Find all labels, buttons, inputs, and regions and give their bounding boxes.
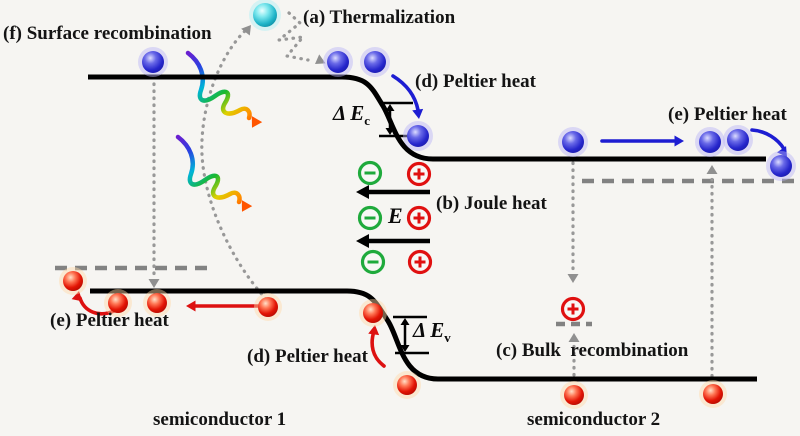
arrowhead-down-icon: [385, 128, 395, 135]
conduction-band: [88, 74, 766, 162]
electron-flow-arrows: [391, 74, 786, 151]
arrowhead-down-icon: [148, 279, 160, 288]
photon-arrowheads: [241, 116, 263, 212]
peltier-e-bottom-label: (e) Peltier heat: [50, 310, 169, 331]
electron-icon: [323, 47, 353, 77]
arrowhead-down-right-icon: [777, 146, 787, 157]
photon-wave-icon: [175, 134, 242, 205]
electron-icon: [558, 127, 588, 157]
arrowhead-down-icon: [567, 274, 579, 283]
hole-icon: [59, 267, 87, 295]
arrowhead-left-icon: [356, 234, 369, 248]
holes: [59, 267, 727, 409]
electron-icon: [695, 127, 725, 157]
arrowhead-left-icon: [186, 300, 196, 312]
electron-icon: [138, 47, 168, 77]
delta-ec-measure: [379, 101, 413, 138]
electron-icon: [723, 125, 753, 155]
transition-arrows: [152, 11, 714, 378]
thermalization-label: (a) Thermalization: [303, 7, 456, 28]
delta-ev-main: Δ E: [413, 318, 445, 342]
electron-icon: [360, 47, 390, 77]
hole-flow-arrowheads: [71, 291, 380, 336]
peltier-d-hole-arrow: [370, 329, 386, 368]
energy-bands: [88, 74, 766, 382]
delta-ev-sub: v: [444, 330, 451, 346]
positive-charge-icon: [406, 161, 432, 187]
arrowhead-down-right-icon: [315, 54, 326, 64]
electron-icon: [766, 151, 796, 181]
photon-arrows: [175, 50, 252, 205]
peltier-d-bottom-label: (d) Peltier heat: [247, 346, 368, 367]
arrowhead-down-icon: [412, 108, 424, 119]
electron-icon: [403, 121, 433, 151]
efield-arrows: [356, 185, 430, 248]
negative-charge-icon: [357, 205, 383, 231]
arrowhead-down-icon: [400, 345, 410, 352]
peltier-e-electron-arrow: [750, 128, 786, 151]
negative-charge-icon: [357, 160, 383, 186]
photoexcitation-arc: [200, 27, 268, 301]
space-charge-symbols: [357, 160, 586, 322]
arrowhead-up-icon: [568, 333, 580, 342]
hole-icon: [254, 293, 282, 321]
arrowhead-up-icon: [400, 318, 410, 325]
hole-icon: [560, 381, 588, 409]
semiconductor2-label: semiconductor 2: [527, 409, 661, 430]
photon-wave-icon: [185, 50, 252, 121]
positive-charge-icon: [560, 296, 586, 322]
transition-arrowheads: [148, 25, 718, 342]
bulk-recombination-label: (c) Bulk recombination: [496, 340, 689, 361]
arrowhead-up-icon: [368, 325, 380, 336]
delta-ev-label: Δ Ev: [413, 318, 451, 346]
delta-ec-label: Δ Ec: [333, 101, 370, 129]
positive-charge-icon: [407, 249, 433, 275]
positive-charge-icon: [406, 205, 432, 231]
arrowhead-down-right-icon: [241, 200, 253, 212]
arrowhead-down-right-icon: [251, 116, 263, 128]
delta-ec-sub: c: [364, 113, 371, 129]
hole-icon: [359, 299, 387, 327]
efield-label: E: [388, 203, 403, 228]
hole-icon: [104, 289, 132, 317]
joule-heat-label: (b) Joule heat: [436, 193, 547, 214]
arrowhead-up-icon: [71, 291, 83, 302]
electrons: [138, 0, 796, 181]
hole-icon: [699, 380, 727, 408]
hot-electron-icon: [249, 0, 281, 31]
peltier-d-top-label: (d) Peltier heat: [415, 71, 536, 92]
arrowhead-left-icon: [356, 185, 369, 199]
hole-icon: [393, 371, 421, 399]
hole-icon: [143, 289, 171, 317]
electron-flow-arrowheads: [412, 108, 787, 157]
surface-recombination-label: (f) Surface recombination: [3, 23, 212, 44]
delta-ev-measure: [393, 315, 429, 355]
peltier-d-electron-arrow: [391, 74, 420, 112]
arrowhead-up-right-icon: [241, 25, 251, 36]
valence-band: [90, 288, 757, 382]
arrowhead-up-icon: [706, 165, 718, 174]
fermi-level-dashes: [55, 178, 796, 327]
semiconductor1-label: semiconductor 1: [153, 409, 287, 430]
delta-ec-main: Δ E: [333, 101, 365, 125]
negative-charge-icon: [360, 249, 386, 275]
arrowhead-right-icon: [674, 135, 684, 147]
arrowhead-up-icon: [385, 104, 395, 111]
peltier-e-top-label: (e) Peltier heat: [668, 104, 787, 125]
